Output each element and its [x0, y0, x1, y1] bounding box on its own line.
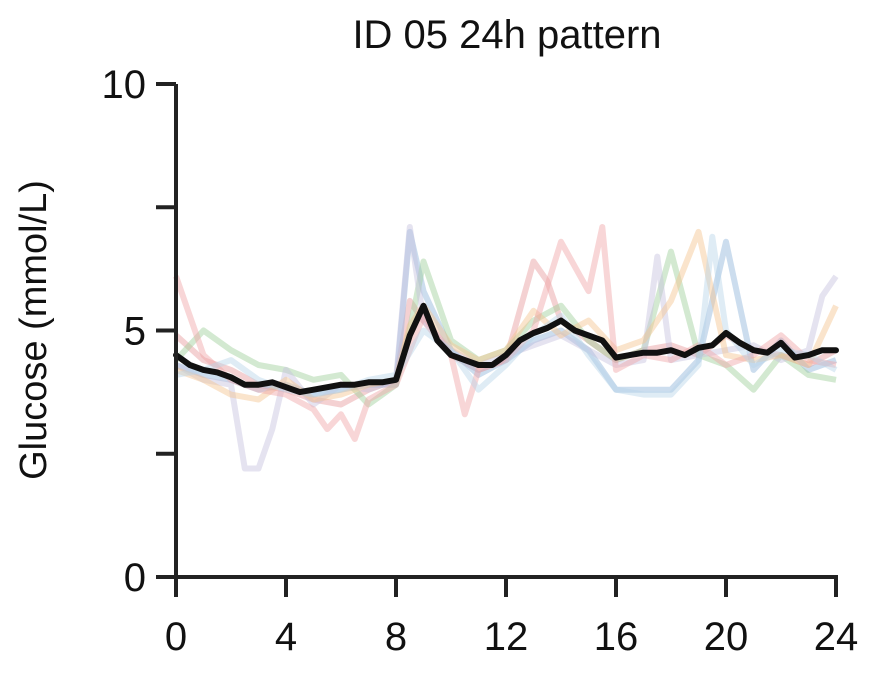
y-tick-label: 0	[124, 556, 146, 600]
x-tick-label: 16	[594, 615, 639, 659]
y-tick-label: 10	[102, 63, 147, 107]
x-tick-label: 4	[275, 615, 297, 659]
series-line-3	[173, 248, 837, 408]
x-tick-label: 24	[814, 615, 859, 659]
x-tick-label: 0	[165, 615, 187, 659]
y-axis-label: Glucose (mmol/L)	[13, 180, 55, 480]
x-tick-label: 20	[704, 615, 749, 659]
axes: 0 5 10 0 4 8 12 16 20 24	[102, 63, 859, 659]
chart-title: ID 05 24h pattern	[352, 13, 661, 57]
series-layer	[173, 224, 839, 472]
y-tick-label: 5	[124, 310, 146, 354]
series-line-6	[173, 224, 837, 442]
x-tick-label: 12	[484, 615, 529, 659]
x-tick-label: 8	[385, 615, 407, 659]
series-line-4	[174, 224, 839, 472]
mean-line	[173, 302, 839, 396]
mean-layer	[173, 302, 839, 396]
